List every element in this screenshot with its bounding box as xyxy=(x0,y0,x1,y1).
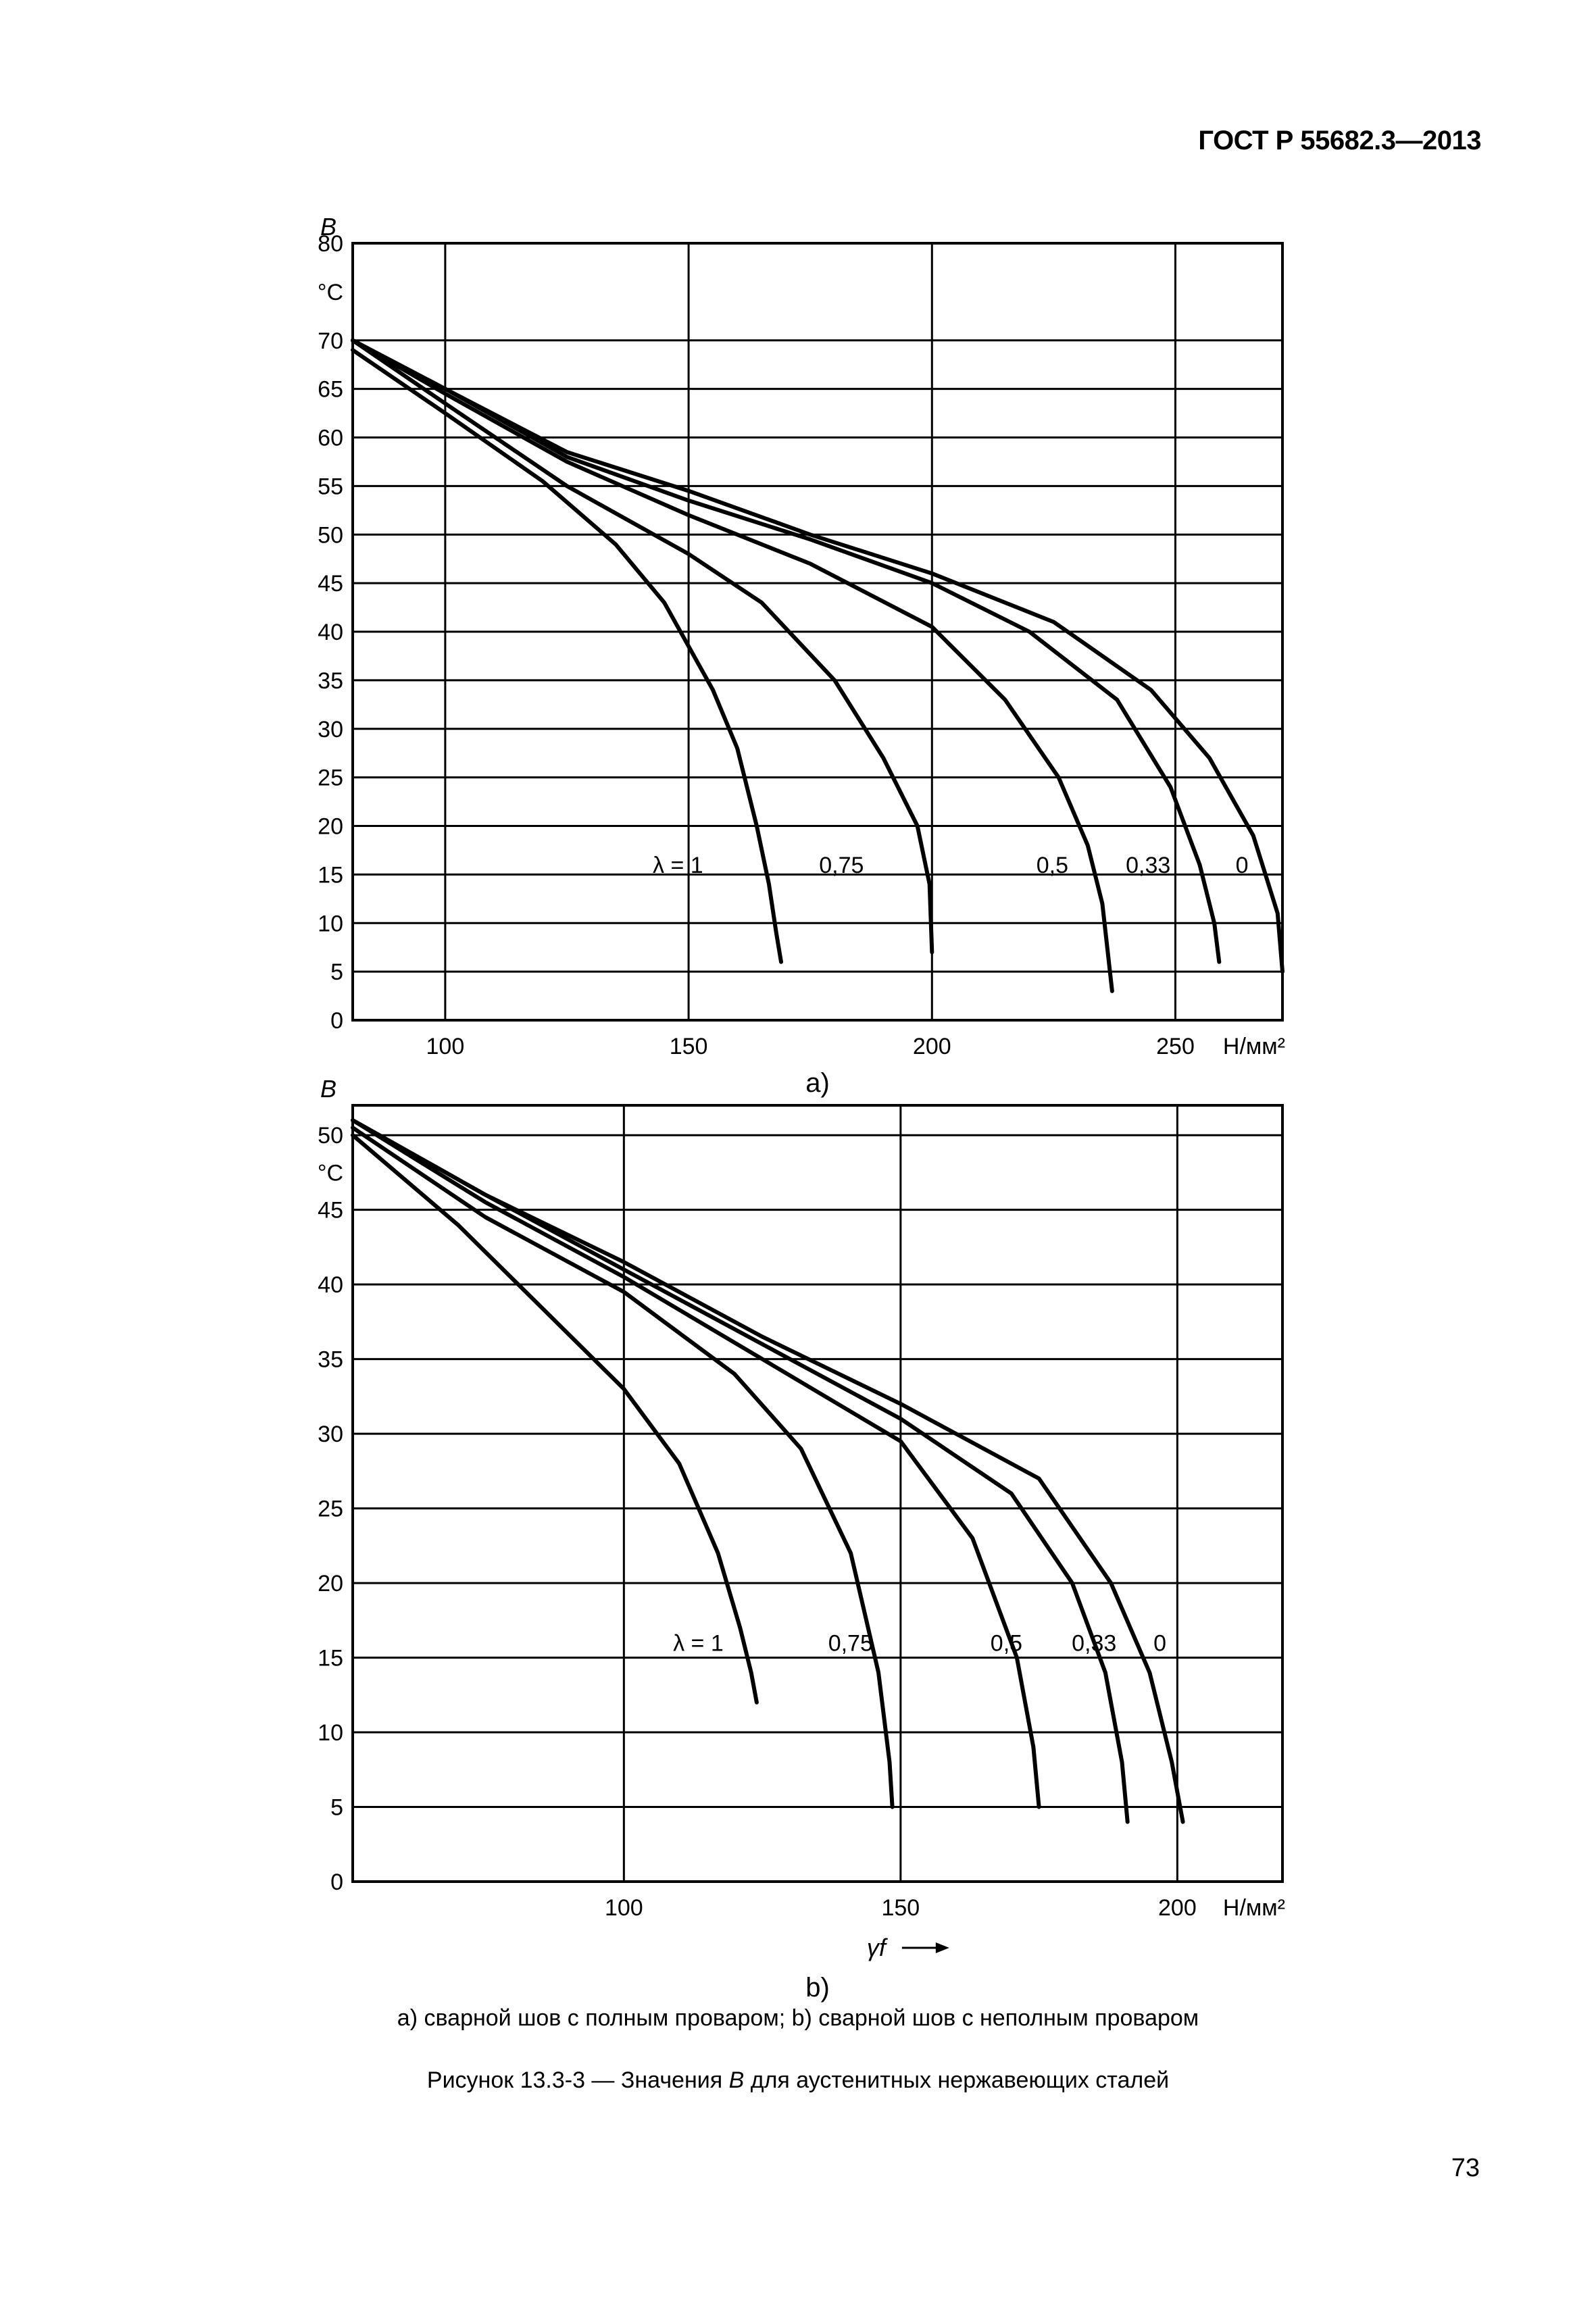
chart2-series-label: 0,33 xyxy=(1072,1630,1116,1656)
chart1-series-curve xyxy=(351,338,1285,974)
caption-suffix: для аустенитных нержавеющих сталей xyxy=(744,2067,1170,2093)
chart1-y-tick-label: 30 xyxy=(318,717,343,743)
chart1-y-tick-label: 5 xyxy=(330,959,343,985)
chart1-y-tick-label: 40 xyxy=(318,620,343,645)
chart1-y-tick-label: 50 xyxy=(318,522,343,548)
chart1-series-label: 0,33 xyxy=(1126,853,1170,878)
chart1-y-tick-label: 55 xyxy=(318,474,343,499)
chart2-x-tick-label: 100 xyxy=(605,1895,643,1921)
chart1-y-tick-label: 0 xyxy=(330,1008,343,1034)
chart2-y-tick-label: 25 xyxy=(318,1496,343,1522)
chart1-y-tick-label: 70 xyxy=(318,328,343,354)
chart1-series-curve xyxy=(351,338,934,955)
caption-prefix: Рисунок 13.3-3 — Значения xyxy=(426,2067,729,2093)
chart2-series-label: 0 xyxy=(1153,1630,1166,1656)
chart1-y-tick-label: 80 xyxy=(318,231,343,257)
chart1-y-tick-label: 15 xyxy=(318,862,343,888)
chart1-series-label: 0,75 xyxy=(819,853,864,878)
chart2-y-tick-label: 35 xyxy=(318,1347,343,1373)
chart2-y-tick-label: 5 xyxy=(330,1795,343,1821)
chart2-y-tick-label: 30 xyxy=(318,1422,343,1447)
chart1-series-label: 0,5 xyxy=(1037,853,1068,878)
document-header: ГОСТ Р 55682.3—2013 xyxy=(1198,126,1481,155)
chart1-y-tick-label: 35 xyxy=(318,668,343,694)
chart2-panel-label: b) xyxy=(805,1973,830,2003)
chart2-series-label: 0,5 xyxy=(991,1630,1022,1656)
chart2-y-tick-label: 50 xyxy=(318,1123,343,1149)
chart2-series-label: λ = 1 xyxy=(673,1630,724,1656)
chart2-y-tick-label: 45 xyxy=(318,1198,343,1224)
chart1-y-axis-label: B xyxy=(320,213,336,241)
chart2-y-tick-label: 40 xyxy=(318,1272,343,1298)
chart1-y-tick-label: 20 xyxy=(318,814,343,840)
chart2-y-axis-unit: °C xyxy=(318,1160,343,1186)
chart1-series-curve xyxy=(351,348,783,964)
chart2-x-axis-unit: Н/мм² xyxy=(1223,1895,1285,1921)
chart2-x-tick-label: 200 xyxy=(1158,1895,1197,1921)
page-number: 73 xyxy=(1451,2154,1480,2182)
chart2-y-tick-label: 0 xyxy=(330,1869,343,1895)
chart2-series-curve xyxy=(351,1118,1185,1824)
chart2-y-tick-label: 20 xyxy=(318,1571,343,1596)
figure-subcaption: a) сварной шов с полным проваром; b) сва… xyxy=(397,2005,1199,2031)
chart1-y-tick-label: 60 xyxy=(318,426,343,451)
chart2-y-tick-label: 15 xyxy=(318,1646,343,1671)
figure-caption: Рисунок 13.3-3 — Значения B для аустенит… xyxy=(0,2067,1596,2094)
chart2-x-tick-label: 150 xyxy=(881,1895,920,1921)
chart1-y-tick-label: 10 xyxy=(318,911,343,936)
chart2-series-curve xyxy=(351,1126,895,1809)
chart2-series-curve xyxy=(351,1133,759,1705)
chart2-series-label: 0,75 xyxy=(828,1630,873,1656)
chart1-series-curve xyxy=(351,338,1114,993)
chart2-series-curve xyxy=(351,1118,1130,1824)
chart1-y-tick-label: 45 xyxy=(318,571,343,597)
chart1-y-tick-label: 65 xyxy=(318,377,343,403)
chart1-plot-frame xyxy=(351,242,1284,1022)
chart1-series-label: 0 xyxy=(1236,853,1249,878)
chart2-series-curve xyxy=(351,1118,1041,1809)
chart1-y-tick-label: 25 xyxy=(318,765,343,791)
chart1-series-curve xyxy=(351,338,1222,964)
chart1-x-tick-label: 100 xyxy=(426,1034,465,1059)
chart2-y-tick-label: 10 xyxy=(318,1720,343,1746)
chart2-x-axis-arrowhead xyxy=(935,1942,949,1953)
chart2-y-axis-label: B xyxy=(320,1075,336,1103)
chart2-plot-frame xyxy=(351,1104,1284,1883)
caption-variable: B xyxy=(728,2067,745,2093)
chart1-x-axis-unit: Н/мм² xyxy=(1223,1034,1285,1059)
chart1-series-label: λ = 1 xyxy=(653,853,703,878)
chart1-x-tick-label: 200 xyxy=(913,1034,951,1059)
chart2-x-axis-symbol: γf xyxy=(867,1934,889,1961)
chart1-panel-label: a) xyxy=(805,1068,830,1098)
chart1-y-axis-unit: °C xyxy=(318,280,343,305)
chart1-x-tick-label: 250 xyxy=(1156,1034,1195,1059)
chart1-x-tick-label: 150 xyxy=(670,1034,708,1059)
